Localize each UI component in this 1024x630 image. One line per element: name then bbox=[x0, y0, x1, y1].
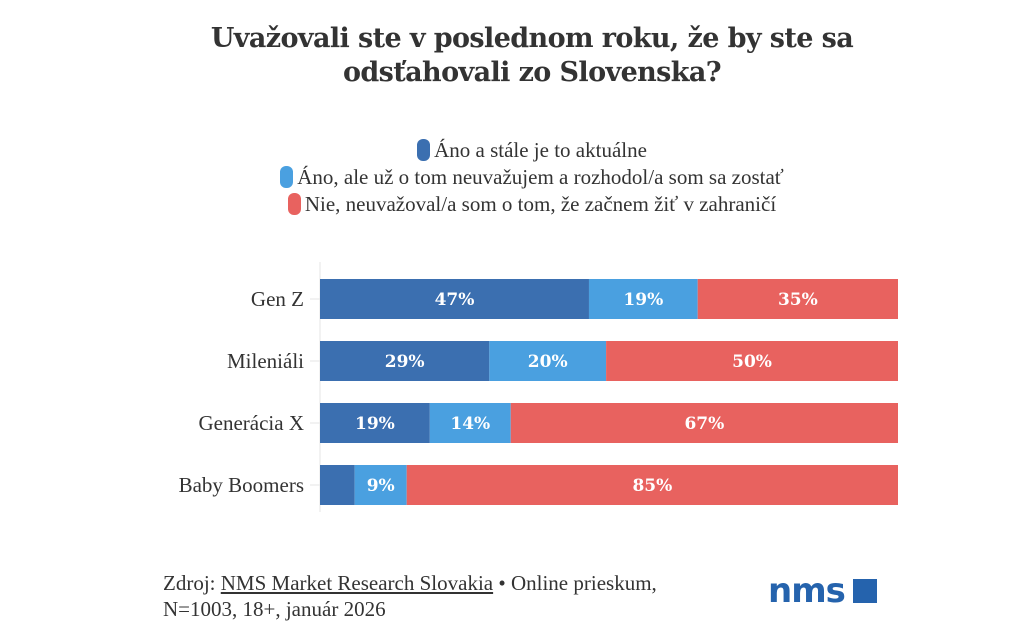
logo-square-icon bbox=[852, 579, 877, 603]
data-label: 35% bbox=[778, 290, 818, 310]
legend-item: Áno, ale už o tom neuvažujem a rozhodol/… bbox=[0, 164, 1024, 191]
legend-swatch-icon bbox=[287, 193, 301, 215]
source-link[interactable]: NMS Market Research Slovakia bbox=[220, 571, 494, 595]
chart-title-line-2: odsťahovali zo Slovenska? bbox=[342, 57, 722, 88]
legend-label: Áno a stále je to aktuálne bbox=[434, 138, 647, 162]
category-label: Generácia X bbox=[198, 411, 304, 435]
source-note: Zdroj: NMS Market Research Slovakia • On… bbox=[163, 570, 657, 622]
bar-segment bbox=[588, 279, 698, 319]
data-label: 19% bbox=[623, 290, 663, 310]
data-label: 20% bbox=[528, 352, 568, 372]
legend-label: Áno, ale už o tom neuvažujem a rozhodol/… bbox=[297, 165, 784, 189]
chart-title-line-1: Uvažovali ste v poslednom roku, že by st… bbox=[210, 23, 854, 54]
logo-text: nms bbox=[768, 571, 846, 611]
legend-swatch-icon bbox=[280, 166, 294, 188]
bar-segment bbox=[354, 465, 407, 505]
bar-segment bbox=[510, 403, 898, 443]
legend-swatch-icon bbox=[417, 139, 431, 161]
source-suffix: • Online prieskum, bbox=[493, 571, 657, 595]
bar-segment bbox=[406, 465, 898, 505]
bar-segment bbox=[429, 403, 511, 443]
legend-item: Áno a stále je to aktuálne bbox=[0, 137, 1024, 164]
data-label: 47% bbox=[435, 290, 475, 310]
bar-segment bbox=[320, 465, 355, 505]
data-label: 29% bbox=[385, 352, 425, 372]
bar-segment bbox=[489, 341, 607, 381]
category-label: Gen Z bbox=[251, 287, 304, 311]
sample-info: N=1003, 18+, január 2026 bbox=[163, 597, 386, 621]
data-label: 9% bbox=[367, 476, 395, 496]
bar-segment bbox=[320, 279, 589, 319]
legend-label: Nie, neuvažoval/a som o tom, že začnem ž… bbox=[304, 192, 777, 216]
data-label: 19% bbox=[355, 414, 395, 434]
chart-title: Uvažovali ste v poslednom roku, že by st… bbox=[0, 22, 1024, 90]
legend: Áno a stále je to aktuálne Áno, ale už o… bbox=[0, 137, 1024, 218]
legend-item: Nie, neuvažoval/a som o tom, že začnem ž… bbox=[0, 191, 1024, 218]
bar-segment bbox=[606, 341, 898, 381]
nms-logo: nms bbox=[768, 574, 877, 608]
category-label: Mileniáli bbox=[227, 349, 304, 373]
data-label: 67% bbox=[684, 414, 724, 434]
bar-segment bbox=[697, 279, 898, 319]
data-label: 85% bbox=[632, 476, 672, 496]
bar-segment bbox=[320, 403, 430, 443]
category-label: Baby Boomers bbox=[179, 473, 304, 497]
source-prefix: Zdroj: bbox=[163, 571, 221, 595]
data-label: 14% bbox=[450, 414, 490, 434]
data-label: 50% bbox=[732, 352, 772, 372]
bar-segment bbox=[320, 341, 490, 381]
